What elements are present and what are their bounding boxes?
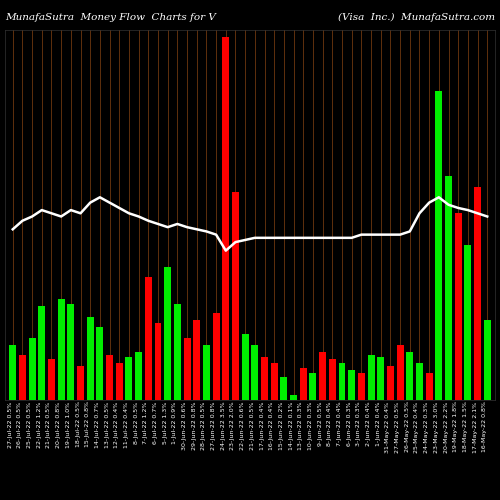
Bar <box>222 38 230 400</box>
Bar <box>68 304 74 400</box>
Bar <box>329 360 336 400</box>
Bar <box>126 358 132 400</box>
Bar <box>377 358 384 400</box>
Bar <box>300 368 306 400</box>
Bar <box>436 90 442 400</box>
Bar <box>28 338 35 400</box>
Bar <box>203 344 210 400</box>
Bar <box>474 186 481 400</box>
Bar <box>368 355 374 400</box>
Bar <box>116 362 123 400</box>
Bar <box>416 362 423 400</box>
Bar <box>194 320 200 400</box>
Bar <box>145 278 152 400</box>
Bar <box>96 328 103 400</box>
Bar <box>184 338 190 400</box>
Bar <box>464 246 471 400</box>
Bar <box>387 366 394 400</box>
Bar <box>106 355 113 400</box>
Bar <box>48 360 55 400</box>
Bar <box>252 344 258 400</box>
Bar <box>242 334 248 400</box>
Bar <box>135 352 142 400</box>
Bar <box>290 394 297 400</box>
Bar <box>232 192 239 400</box>
Bar <box>77 366 84 400</box>
Bar <box>10 344 16 400</box>
Bar <box>338 362 345 400</box>
Bar <box>58 298 64 400</box>
Bar <box>348 370 355 400</box>
Bar <box>310 374 316 400</box>
Bar <box>86 317 94 400</box>
Bar <box>319 352 326 400</box>
Bar <box>154 323 162 400</box>
Bar <box>396 344 404 400</box>
Text: (Visa  Inc.)  MunafaSutra.com: (Visa Inc.) MunafaSutra.com <box>338 12 495 22</box>
Bar <box>212 312 220 400</box>
Bar <box>164 266 171 400</box>
Bar <box>484 320 490 400</box>
Bar <box>270 362 278 400</box>
Bar <box>261 358 268 400</box>
Bar <box>38 306 46 400</box>
Bar <box>426 374 432 400</box>
Bar <box>454 214 462 400</box>
Bar <box>174 304 181 400</box>
Text: MunafaSutra  Money Flow  Charts for V: MunafaSutra Money Flow Charts for V <box>5 12 216 22</box>
Bar <box>19 355 26 400</box>
Bar <box>445 176 452 400</box>
Bar <box>358 374 365 400</box>
Bar <box>280 376 287 400</box>
Bar <box>406 352 414 400</box>
